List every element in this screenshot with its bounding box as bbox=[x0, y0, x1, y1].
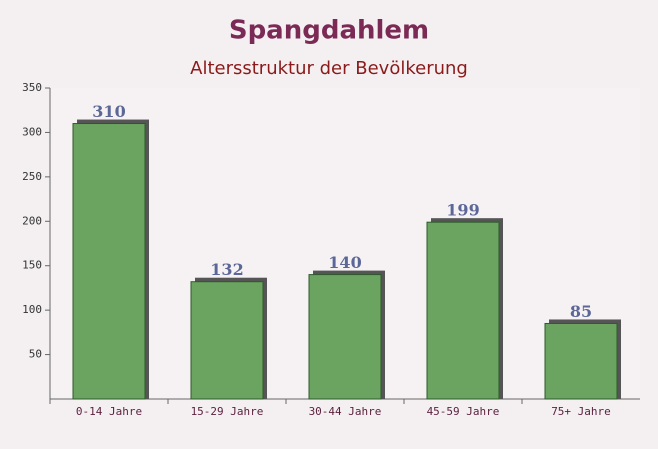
y-tick-label: 250 bbox=[22, 170, 42, 183]
y-tick-label: 100 bbox=[22, 303, 42, 316]
bar bbox=[72, 123, 146, 400]
x-tick-label: 30-44 Jahre bbox=[309, 405, 382, 418]
value-label: 310 bbox=[92, 102, 125, 121]
y-tick-label: 50 bbox=[29, 348, 42, 361]
x-tick-label: 15-29 Jahre bbox=[191, 405, 264, 418]
x-tick-label: 0-14 Jahre bbox=[76, 405, 142, 418]
value-label: 85 bbox=[570, 302, 592, 321]
y-tick-label: 200 bbox=[22, 214, 42, 227]
y-tick-label: 350 bbox=[22, 81, 42, 94]
y-tick-label: 300 bbox=[22, 125, 42, 138]
value-label: 132 bbox=[210, 260, 243, 279]
chart-title: Spangdahlem bbox=[229, 16, 429, 46]
y-tick-label: 150 bbox=[22, 259, 42, 272]
bar bbox=[426, 221, 500, 400]
chart-subtitle: Altersstruktur der Bevölkerung bbox=[190, 58, 468, 79]
value-label: 199 bbox=[446, 201, 479, 220]
x-tick-label: 45-59 Jahre bbox=[427, 405, 500, 418]
bar bbox=[544, 322, 618, 400]
x-tick-label: 75+ Jahre bbox=[551, 405, 611, 418]
value-label: 140 bbox=[328, 253, 361, 272]
bar bbox=[190, 281, 264, 400]
bar bbox=[308, 274, 382, 400]
